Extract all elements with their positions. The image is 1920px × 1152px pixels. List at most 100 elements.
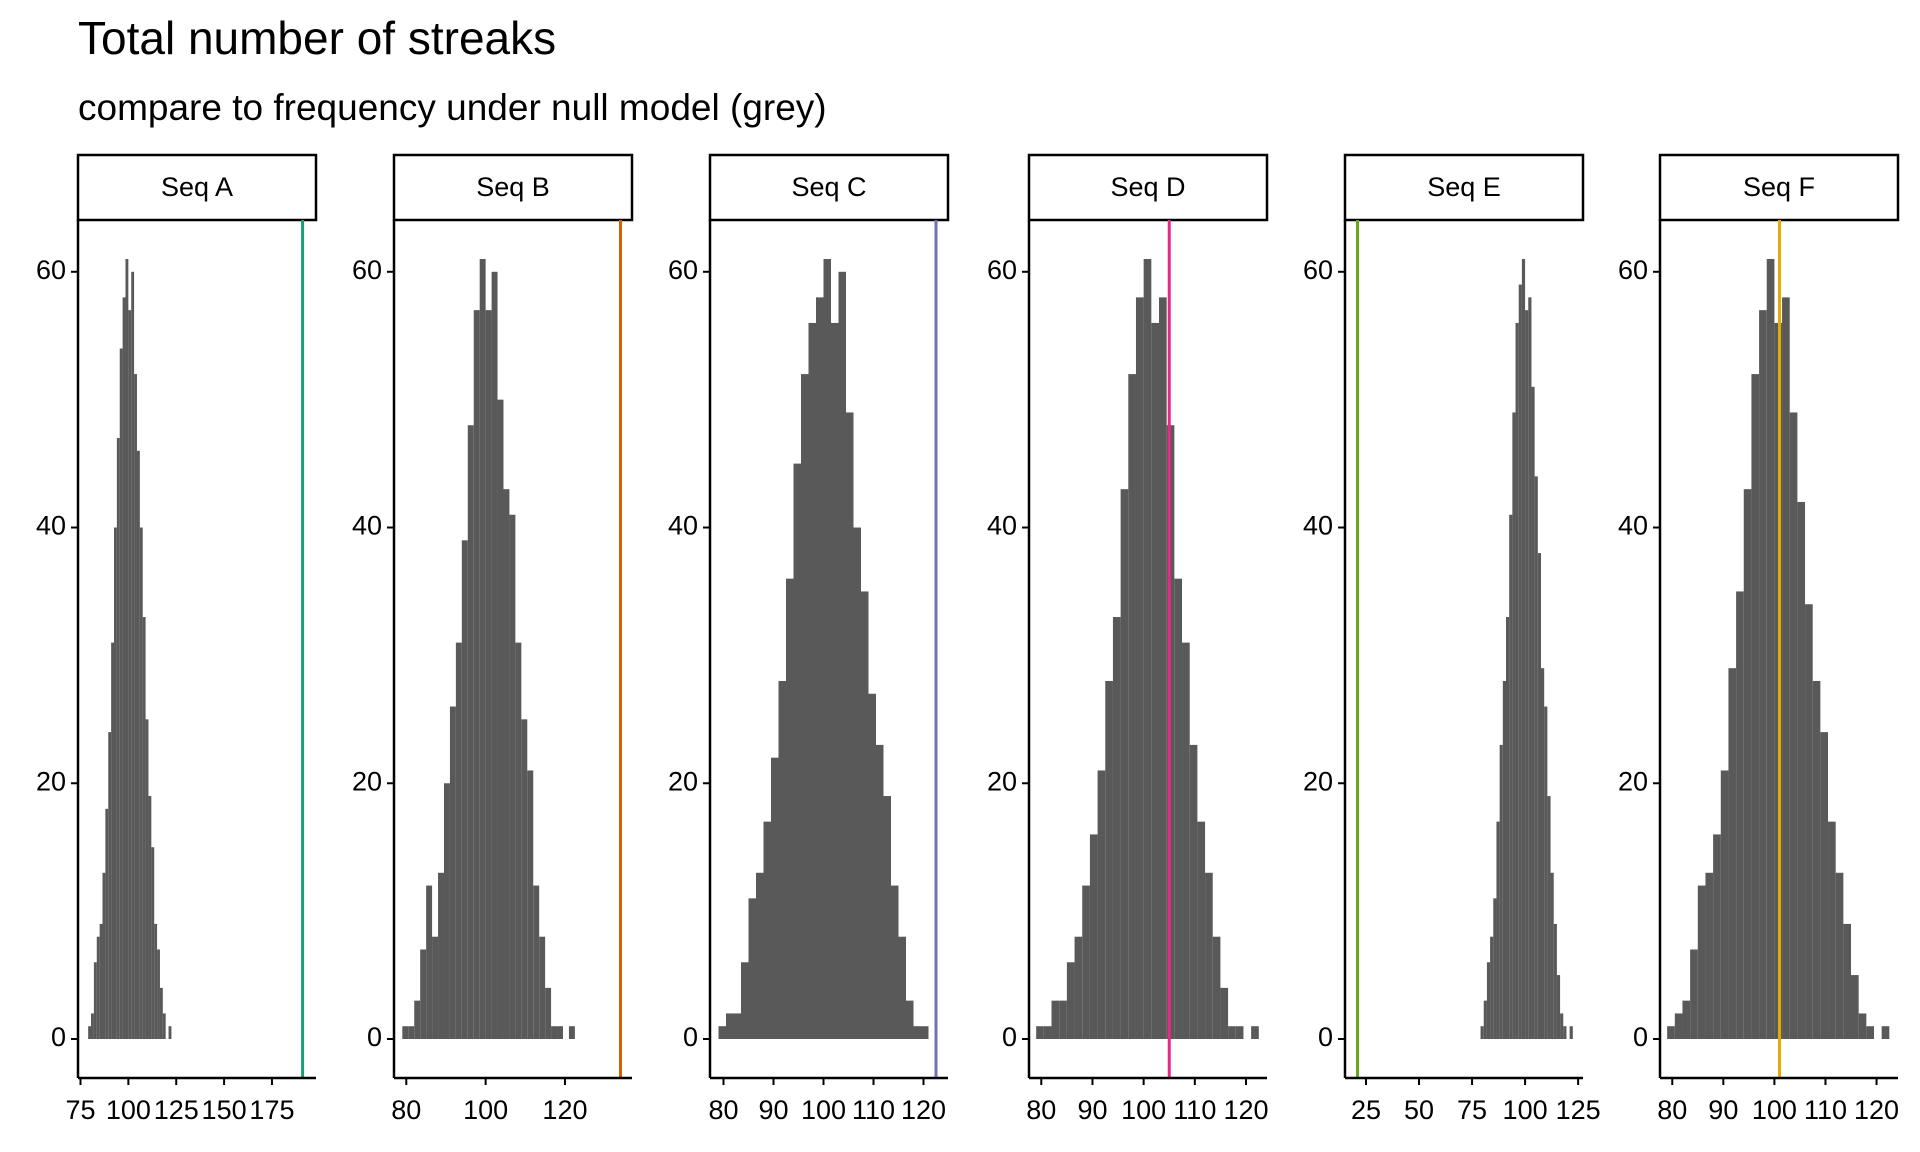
facet-label: Seq F (1743, 172, 1815, 202)
x-tick-label: 75 (65, 1095, 95, 1125)
histogram-bar (545, 987, 552, 1039)
histogram-bar (1531, 386, 1535, 1039)
histogram-bar (168, 1026, 172, 1039)
histogram-bar (1766, 259, 1775, 1039)
facet-strip (76, 153, 318, 222)
histogram-bar (96, 936, 100, 1039)
histogram-bar (113, 527, 117, 1039)
histogram-bar (838, 271, 846, 1040)
histogram-bar (1751, 374, 1760, 1039)
histogram-bar (1667, 1026, 1675, 1039)
histogram-bar (1483, 1000, 1487, 1039)
histogram-bar (1759, 310, 1767, 1039)
histogram-bar (1789, 412, 1798, 1039)
histogram-bar (1866, 1026, 1874, 1039)
histogram-bar (151, 847, 155, 1039)
histogram-bar (756, 872, 764, 1039)
x-tick-label: 175 (249, 1095, 294, 1125)
histogram-bar (1502, 680, 1506, 1039)
histogram-bar (853, 527, 861, 1039)
histogram-bar (748, 898, 756, 1039)
histogram-bar (1544, 706, 1548, 1039)
histogram-bar (763, 821, 771, 1039)
histogram-bar (455, 642, 462, 1039)
histogram-bar (1220, 987, 1229, 1039)
histogram-bar (1541, 668, 1545, 1039)
histogram-bar (105, 808, 109, 1039)
histogram-bar (1682, 1000, 1691, 1039)
histogram-bar (1089, 834, 1098, 1039)
x-tick-label: 90 (758, 1095, 788, 1125)
y-tick-label: 60 (1303, 255, 1333, 285)
y-tick-label: 60 (352, 255, 382, 285)
histogram-bar (868, 693, 876, 1039)
y-tick-label: 20 (352, 766, 382, 796)
histogram-bar (497, 399, 504, 1039)
x-tick-label: 125 (154, 1095, 199, 1125)
y-tick-label: 0 (1318, 1022, 1333, 1052)
histogram-bar (557, 1026, 563, 1039)
histogram-bar (913, 1026, 921, 1039)
histogram-bar (408, 1026, 415, 1039)
y-tick-label: 40 (1618, 511, 1648, 541)
histogram-bar (1550, 872, 1554, 1039)
histogram-bar (136, 450, 140, 1039)
histogram-bar (1074, 936, 1083, 1039)
histogram-bar (139, 527, 143, 1039)
histogram-bar (93, 962, 97, 1039)
y-tick-label: 20 (1618, 766, 1648, 796)
histogram-bar (503, 489, 510, 1039)
x-tick-label: 100 (106, 1095, 151, 1125)
histogram-bar (1082, 885, 1090, 1039)
histogram-bar (1120, 489, 1129, 1039)
histogram-bar (1805, 604, 1813, 1039)
y-tick-label: 40 (36, 511, 66, 541)
histogram-bar (898, 936, 906, 1039)
histogram-bar (1036, 1026, 1044, 1039)
histogram-bar (533, 885, 540, 1039)
x-tick-label: 90 (1077, 1095, 1107, 1125)
x-tick-label: 120 (542, 1095, 587, 1125)
x-tick-label: 110 (1804, 1095, 1847, 1125)
facet-strip (708, 153, 950, 222)
histogram-bar (122, 297, 126, 1039)
histogram-bar (741, 962, 749, 1039)
histogram-bar (1518, 284, 1522, 1040)
histogram-bar (1858, 1013, 1867, 1039)
histogram-bar (402, 1026, 409, 1039)
histogram-bar (1235, 1026, 1244, 1039)
histogram-bar (414, 1000, 421, 1039)
x-tick-label: 100 (1503, 1095, 1548, 1125)
histogram-bar (1043, 1026, 1052, 1039)
histogram-bar (1066, 962, 1075, 1039)
histogram-bar (1851, 975, 1859, 1039)
histogram-bar (128, 310, 132, 1039)
x-tick-label: 100 (1752, 1095, 1797, 1125)
histogram-bar (816, 297, 824, 1039)
histogram-bar (1713, 834, 1721, 1039)
x-tick-label: 100 (1121, 1095, 1166, 1125)
histogram-bar (515, 642, 522, 1039)
y-tick-label: 20 (668, 766, 698, 796)
histogram-bar (159, 987, 163, 1039)
histogram-bar (1705, 872, 1714, 1039)
histogram-bar (157, 949, 160, 1039)
histogram-bar (1490, 936, 1494, 1039)
histogram-bar (461, 540, 468, 1039)
histogram-bar (1556, 975, 1561, 1039)
histogram-bar (443, 783, 450, 1039)
histogram-bar (1843, 923, 1852, 1039)
facet-strip (392, 153, 634, 222)
histogram-bar (1515, 322, 1519, 1039)
histogram-bar (831, 322, 839, 1039)
histogram-bar (1499, 744, 1503, 1039)
histogram-bar (432, 936, 439, 1039)
x-tick-label: 80 (708, 1095, 738, 1125)
histogram-bar (726, 1013, 734, 1039)
histogram-bar (509, 514, 516, 1039)
histogram-bar (449, 706, 456, 1039)
histogram-bar (1521, 259, 1526, 1039)
histogram-bar (148, 796, 152, 1039)
x-tick-label: 110 (1173, 1095, 1216, 1125)
